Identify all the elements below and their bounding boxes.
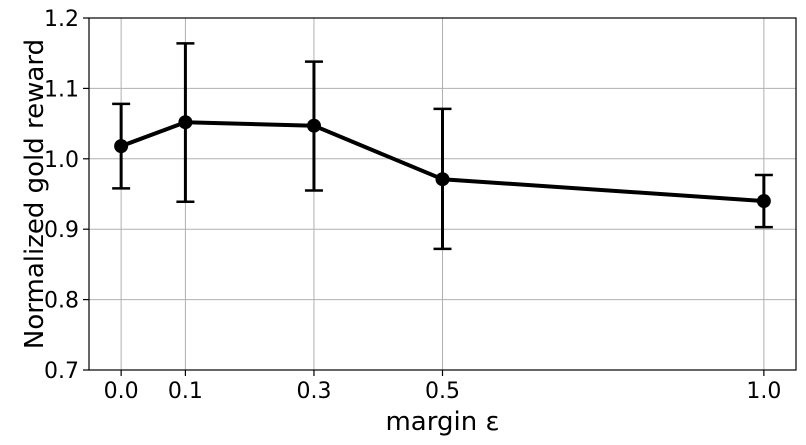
x-axis-title: margin ε [385, 407, 499, 437]
x-tick-label: 0.0 [104, 379, 139, 404]
data-point [306, 118, 321, 133]
data-point [114, 139, 129, 154]
y-tick-label: 1.0 [44, 148, 79, 173]
x-tick-label: 1.0 [746, 379, 781, 404]
y-tick-label: 1.1 [44, 77, 79, 102]
data-point [435, 172, 450, 187]
x-tick-label: 0.3 [296, 379, 331, 404]
x-tick-label: 0.5 [425, 379, 460, 404]
y-tick-label: 0.8 [44, 289, 79, 314]
data-point [756, 194, 771, 209]
y-axis-title: Normalized gold reward [20, 39, 50, 349]
y-axis-ticks: 0.7 0.8 0.9 1.0 1.1 1.2 [44, 7, 89, 384]
x-axis-ticks: 0.0 0.1 0.3 0.5 1.0 [104, 370, 781, 404]
y-tick-label: 0.7 [44, 359, 79, 384]
data-point [178, 115, 193, 130]
x-tick-label: 0.1 [168, 379, 203, 404]
series-line-layer [112, 42, 773, 251]
y-tick-label: 0.9 [44, 218, 79, 243]
y-tick-label: 1.2 [44, 7, 79, 32]
